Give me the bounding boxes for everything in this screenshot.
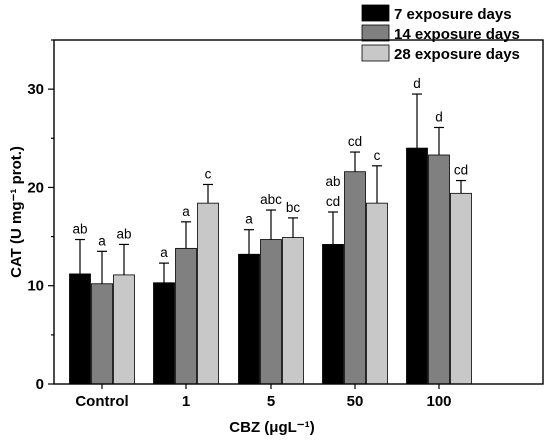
bar xyxy=(69,273,91,385)
legend-swatch xyxy=(361,44,390,62)
y-tick-label: 0 xyxy=(36,376,44,393)
x-tick-label: 50 xyxy=(347,393,364,410)
significance-label: ab xyxy=(72,222,87,237)
y-tick-label: 30 xyxy=(27,81,44,98)
significance-label: a xyxy=(98,233,106,248)
legend-label: 7 exposure days xyxy=(394,6,512,23)
y-tick-label: 10 xyxy=(27,278,44,295)
significance-label: ab xyxy=(325,174,340,189)
x-tick-label: 100 xyxy=(426,393,451,410)
bar xyxy=(91,283,113,385)
plot-frame xyxy=(53,39,544,385)
significance-label: a xyxy=(160,245,168,260)
legend-swatch xyxy=(361,4,390,22)
x-tick-label: Control xyxy=(75,393,128,410)
axes-layer: 0 10 20 30 Control 1 5 50 100 xyxy=(27,39,544,410)
significance-label: c xyxy=(205,166,212,181)
y-tick-label: 20 xyxy=(27,179,44,196)
significance-label: cd xyxy=(348,134,362,149)
x-tick-label: 1 xyxy=(182,393,190,410)
bar xyxy=(238,253,260,385)
y-axis-title: CAT (U mg⁻¹ prot.) xyxy=(8,146,25,278)
bar xyxy=(113,274,135,385)
bar xyxy=(322,244,344,385)
significance-label: c xyxy=(374,148,381,163)
x-axis-title: CBZ (μgL⁻¹) xyxy=(229,419,314,436)
significance-label: bc xyxy=(286,200,301,215)
significance-label: d xyxy=(435,109,443,124)
legend: 7 exposure days 14 exposure days 28 exposu… xyxy=(361,4,520,63)
bar xyxy=(450,192,472,385)
bar xyxy=(153,282,175,385)
x-tick-label: 5 xyxy=(267,393,275,410)
bar xyxy=(366,202,388,385)
significance-label: a xyxy=(182,204,190,219)
bar xyxy=(406,147,428,385)
significance-label: ab xyxy=(116,226,131,241)
bar xyxy=(282,237,304,385)
significance-label: cd xyxy=(454,163,468,178)
legend-label: 14 exposure days xyxy=(394,26,520,43)
significance-label: d xyxy=(413,76,421,91)
bar xyxy=(197,202,219,385)
bar xyxy=(428,154,450,385)
significance-label: abc xyxy=(260,192,282,207)
bar xyxy=(175,247,197,385)
bar xyxy=(344,171,366,385)
legend-label: 28 exposure days xyxy=(394,46,520,63)
significance-label: cd xyxy=(326,194,340,209)
significance-label: a xyxy=(245,212,253,227)
bar xyxy=(260,239,282,385)
legend-swatch xyxy=(361,24,390,42)
